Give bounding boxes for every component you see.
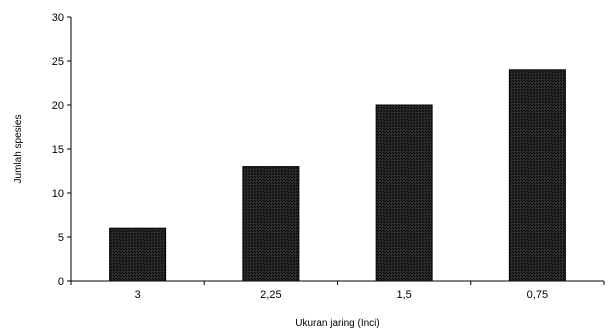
y-tick-label: 25	[52, 56, 64, 68]
bars-layer	[109, 69, 566, 282]
x-tick-label: 1,5	[396, 289, 411, 301]
y-tick-label: 5	[58, 232, 64, 244]
bar-4	[508, 69, 566, 282]
y-axis-title: Jumlah spesies	[13, 115, 24, 184]
y-tick-label: 15	[52, 144, 64, 156]
y-tick-label: 20	[52, 100, 64, 112]
x-tick-label: 0,75	[527, 289, 548, 301]
ticks-layer: 0 5 10 15 20 25 30 3 2,25 1,5 0,75	[52, 12, 605, 301]
x-axis-title: Ukuran jaring (Inci)	[295, 318, 379, 329]
y-tick-label: 0	[58, 276, 64, 288]
x-tick-label: 2,25	[260, 289, 281, 301]
bar-1	[109, 227, 167, 282]
bar-3	[375, 104, 433, 282]
x-tick-label: 3	[135, 289, 141, 301]
y-tick-label: 10	[52, 188, 64, 200]
y-tick-label: 30	[52, 12, 64, 24]
bar-2	[242, 166, 300, 282]
